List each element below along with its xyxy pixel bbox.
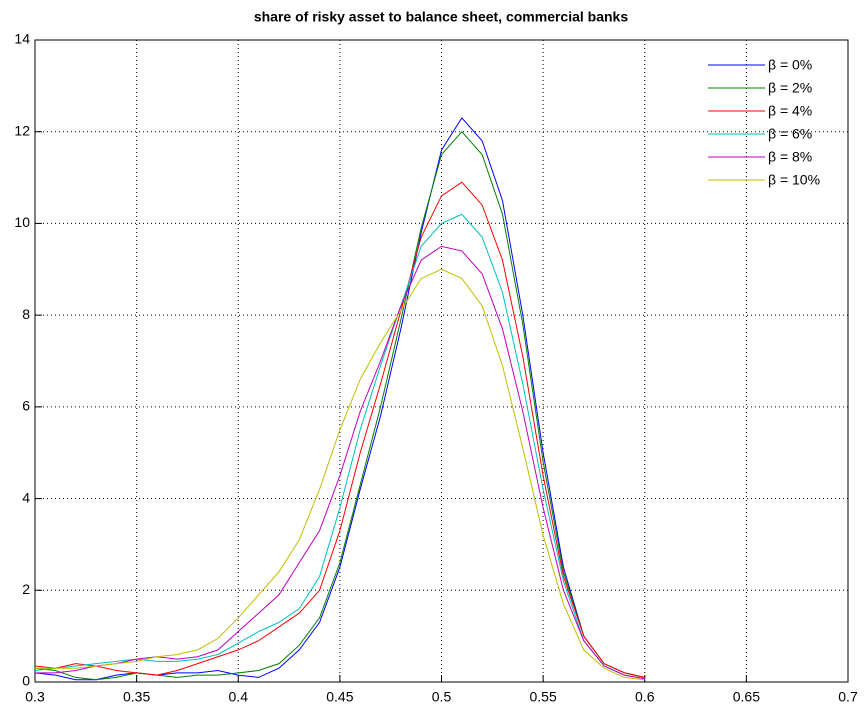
x-tick-label: 0.3 xyxy=(25,689,45,705)
y-tick-label: 14 xyxy=(14,31,30,47)
legend-label: β = 0% xyxy=(768,57,812,73)
x-tick-label: 0.65 xyxy=(733,689,760,705)
y-tick-label: 2 xyxy=(22,581,30,597)
x-tick-label: 0.45 xyxy=(326,689,353,705)
y-tick-label: 4 xyxy=(22,489,30,505)
y-tick-label: 8 xyxy=(22,306,30,322)
y-tick-label: 10 xyxy=(14,214,30,230)
x-tick-label: 0.7 xyxy=(838,689,858,705)
legend-label: β = 10% xyxy=(768,172,820,188)
y-tick-label: 6 xyxy=(22,398,30,414)
y-tick-label: 12 xyxy=(14,122,30,138)
legend-label: β = 8% xyxy=(768,149,812,165)
line-series xyxy=(35,268,645,681)
y-tick-label: 0 xyxy=(22,673,30,689)
line-series xyxy=(34,181,645,678)
x-tick-label: 0.55 xyxy=(530,689,557,705)
x-tick-label: 0.4 xyxy=(229,689,249,705)
legend-label: β = 6% xyxy=(768,126,812,142)
x-tick-label: 0.5 xyxy=(432,689,452,705)
x-tick-label: 0.6 xyxy=(635,689,655,705)
line-series xyxy=(35,245,645,680)
x-tick-label: 0.35 xyxy=(123,689,150,705)
chart-title: share of risky asset to balance sheet, c… xyxy=(254,9,629,25)
legend-label: β = 2% xyxy=(768,80,812,96)
plot-frame xyxy=(34,39,849,683)
legend-label: β = 4% xyxy=(768,103,812,119)
